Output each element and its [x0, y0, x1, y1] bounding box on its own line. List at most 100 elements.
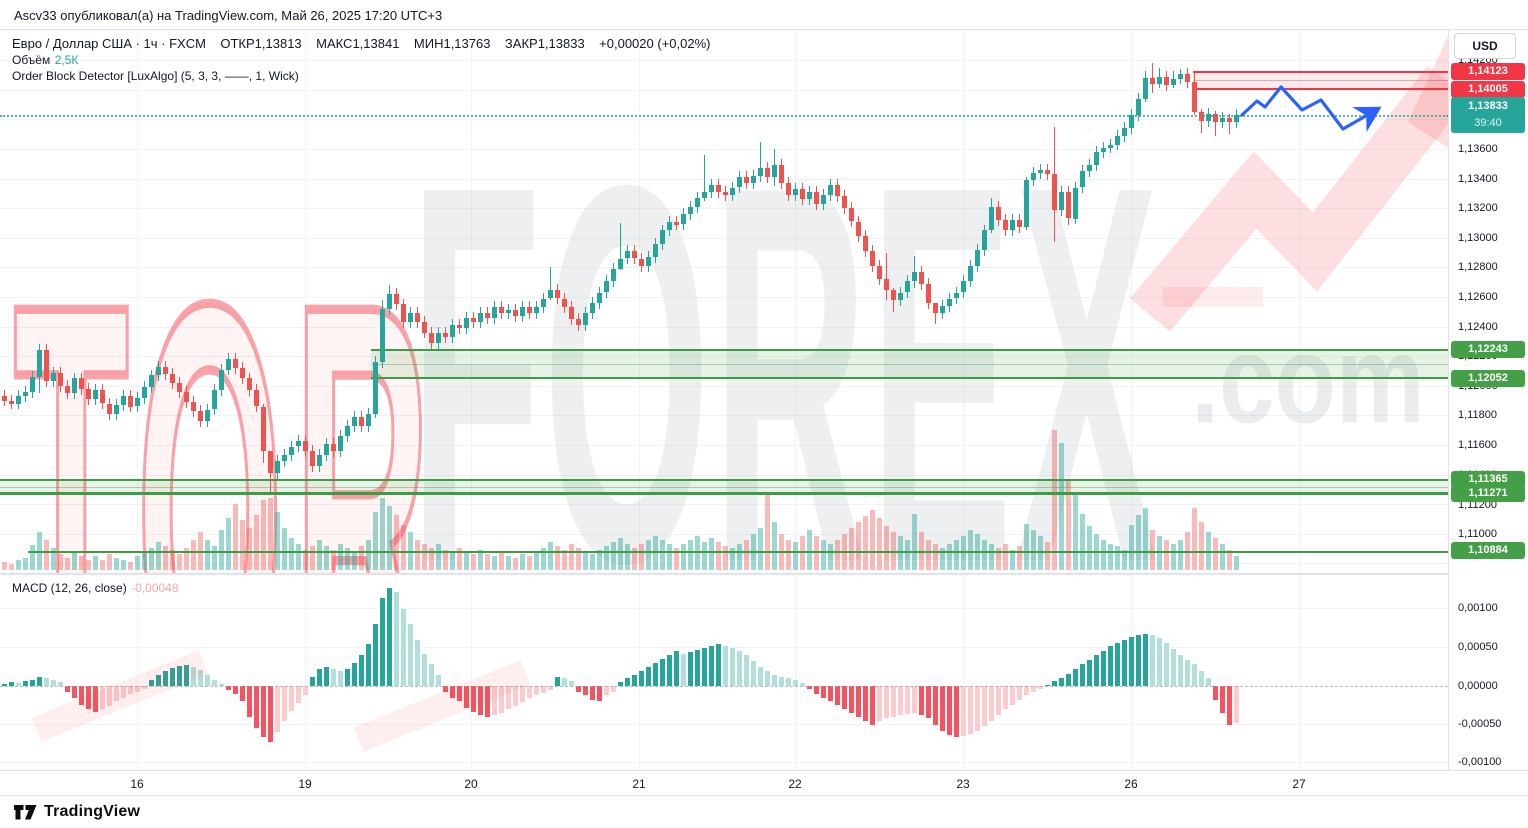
candle: [666, 221, 672, 231]
macd-histogram-bar: [442, 686, 448, 693]
volume-bar: [554, 546, 560, 570]
candle: [148, 375, 154, 388]
volume-bar: [953, 540, 959, 570]
volume-bar: [295, 544, 301, 570]
volume-bar: [1058, 443, 1064, 570]
candle: [71, 378, 77, 394]
candle: [1072, 187, 1078, 219]
candle: [946, 298, 952, 306]
macd-histogram-bar: [841, 686, 847, 710]
macd-histogram-bar: [946, 686, 952, 735]
macd-legend-row[interactable]: MACD (12, 26, close) -0,00048: [12, 579, 179, 597]
volume-legend-row[interactable]: Объём 2,5К: [12, 51, 78, 69]
currency-toggle-button[interactable]: USD: [1454, 33, 1516, 59]
candle: [771, 165, 777, 178]
macd-histogram-bar: [645, 666, 651, 687]
candle: [295, 440, 301, 447]
candle: [1128, 115, 1134, 129]
pane-divider[interactable]: [0, 573, 1528, 575]
macd-histogram-bar: [435, 674, 441, 687]
macd-histogram-bar: [729, 647, 735, 686]
volume-bar: [309, 546, 315, 570]
candle: [204, 409, 210, 422]
candle: [239, 368, 245, 379]
volume-bar: [435, 544, 441, 570]
macd-histogram-bar: [414, 639, 420, 686]
macd-histogram-bar: [365, 643, 371, 687]
indicator-title: Order Block Detector [LuxAlgo] (5, 3, 3,…: [12, 69, 299, 83]
volume-bar: [981, 540, 987, 570]
volume-bar: [701, 542, 707, 570]
candle: [358, 416, 364, 426]
volume-bar: [596, 550, 602, 570]
macd-histogram-bar: [1044, 684, 1050, 686]
candle: [1156, 76, 1162, 84]
candle-wick: [759, 141, 761, 182]
volume-bar: [575, 548, 581, 570]
candle: [813, 191, 819, 204]
candle: [449, 325, 455, 337]
indicator-legend-row[interactable]: Order Block Detector [LuxAlgo] (5, 3, 3,…: [12, 67, 299, 85]
volume-bar: [673, 548, 679, 570]
macd-histogram-bar: [743, 655, 749, 686]
macd-histogram-bar: [309, 676, 315, 686]
candle: [617, 258, 623, 269]
macd-histogram-bar: [1009, 686, 1015, 705]
volume-bar: [820, 540, 826, 570]
price-chart-pane[interactable]: TOR FOREX .com: [0, 30, 1448, 573]
volume-bar: [666, 544, 672, 570]
macd-histogram-bar: [197, 669, 203, 686]
macd-histogram-bar: [491, 686, 497, 716]
volume-bar: [1016, 546, 1022, 570]
volume-bar: [141, 552, 147, 570]
volume-bar: [127, 562, 133, 570]
macd-histogram-bar: [505, 686, 511, 710]
price-axis[interactable]: USD 1,14200 1,13600 1,13400 1,13200 1,13000 1…: [1448, 30, 1528, 770]
macd-histogram-bar: [36, 676, 42, 686]
macd-histogram-bar: [120, 686, 126, 698]
macd-histogram-bar: [1198, 670, 1204, 686]
candle: [302, 440, 308, 451]
candle: [470, 317, 476, 323]
volume-bar: [428, 548, 434, 570]
candle: [883, 279, 889, 290]
candle-wick: [885, 252, 887, 300]
candle: [953, 292, 959, 299]
volume-bar: [274, 512, 280, 570]
volume-bar: [225, 518, 231, 570]
volume-bar: [323, 546, 329, 570]
gridline: [1131, 30, 1132, 573]
macd-pane[interactable]: MACD (12, 26, close) -0,00048: [0, 575, 1448, 770]
volume-bar: [638, 544, 644, 570]
level-price-label: 1,10884: [1451, 542, 1525, 559]
volume-bar: [547, 542, 553, 570]
volume-bar: [498, 552, 504, 570]
macd-histogram-bar: [141, 686, 147, 690]
volume-bar: [967, 530, 973, 570]
volume-bar: [71, 552, 77, 570]
macd-histogram-bar: [848, 686, 854, 713]
macd-histogram-bar: [225, 686, 231, 690]
volume-bar: [540, 548, 546, 570]
volume-bar: [99, 560, 105, 570]
volume-bar: [1142, 508, 1148, 570]
order-block-price-label: 1,11365: [1451, 471, 1525, 488]
volume-bar: [680, 544, 686, 570]
time-axis[interactable]: 16 19 20 21 22 23 26 27: [0, 770, 1528, 795]
candle: [57, 372, 63, 386]
candle: [561, 298, 567, 308]
macd-histogram-bar: [708, 646, 714, 686]
macd-histogram-bar: [673, 651, 679, 686]
symbol-legend-row[interactable]: Евро / Доллар США · 1ч · FXCM ОТКР1,1381…: [12, 36, 711, 51]
projection-arrow-drawing[interactable]: [0, 30, 1448, 573]
current-price-label: 1,13833 39:40: [1451, 97, 1525, 133]
volume-bar: [764, 495, 770, 570]
macd-histogram-bar: [771, 674, 777, 687]
tradingview-logo-link[interactable]: TradingView: [14, 803, 140, 821]
macd-histogram-bar: [1079, 664, 1085, 686]
bar-countdown: 39:40: [1474, 117, 1502, 129]
candle: [491, 307, 497, 318]
macd-histogram-bar: [554, 676, 560, 686]
macd-histogram-bar: [393, 592, 399, 686]
candle: [1205, 113, 1211, 121]
